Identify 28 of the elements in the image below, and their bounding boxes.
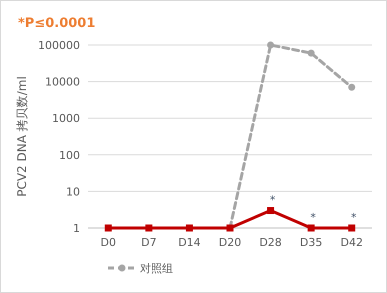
y-tick-label: 1 [73,222,80,235]
y-tick-label: 1000 [52,112,80,126]
x-tick-label: D35 [300,236,322,249]
annotation: * [350,211,357,224]
annotation: * [270,194,276,207]
point [348,224,356,232]
x-tick-label: D14 [178,236,201,249]
x-tick-label: D0 [100,236,116,249]
point [186,224,193,232]
y-tick-label: 10 [66,185,80,198]
legend-label: 对照组 [140,262,173,275]
point [308,224,315,232]
point [348,84,356,91]
point [104,224,112,232]
point [267,207,274,214]
annotation: * [310,211,316,224]
point [267,42,274,48]
point [308,50,315,57]
x-tick-label: D42 [340,236,363,249]
point [145,224,152,232]
y-axis-title: PCV2 DNA 拷贝数/ml [15,76,29,197]
x-tick-label: D28 [259,236,282,249]
y-tick-label: 100 [59,148,80,162]
chart-title: *P≤0.0001 [18,16,96,31]
y-tick-label: 10000 [45,76,80,89]
x-tick-label: D7 [141,236,157,249]
y-tick-label: 100000 [38,39,80,52]
x-tick-label: D20 [218,236,242,249]
